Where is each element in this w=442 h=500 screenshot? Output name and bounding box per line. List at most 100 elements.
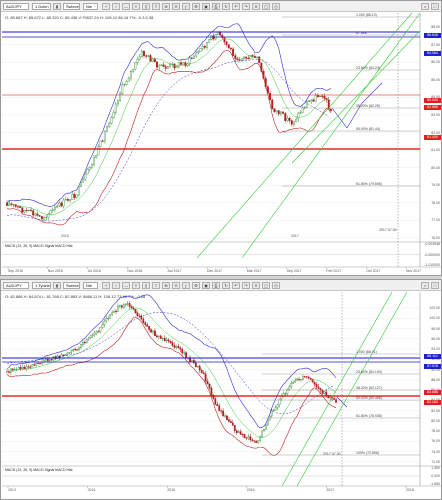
candle-body	[83, 342, 86, 344]
candle-body	[99, 327, 102, 332]
candle-body	[72, 349, 75, 352]
price-chart-weekly[interactable]	[2, 292, 442, 499]
text-tool-icon[interactable]: T	[152, 3, 160, 10]
price-chart-daily[interactable]	[2, 13, 442, 275]
candle-body	[110, 117, 113, 124]
date-marker-label: 2017.07.30	[379, 228, 397, 232]
zoom-out-icon[interactable]: ⊖	[172, 282, 180, 289]
candle-body	[64, 354, 67, 356]
chart-mode-select[interactable]: Świece	[63, 282, 80, 289]
candle-body	[206, 380, 209, 385]
channel-icon[interactable]: ∥	[142, 282, 150, 289]
symbol-select[interactable]: AUDJPY	[3, 282, 29, 289]
view-select[interactable]: Nie	[83, 282, 98, 289]
redo-icon[interactable]: ↷	[242, 282, 250, 289]
fib-level-label: 23.60% (84.23)	[356, 66, 380, 70]
timeframe-select[interactable]: 1 Tydzień	[32, 282, 51, 289]
candle-body	[27, 209, 30, 211]
print-icon[interactable]: ⎙	[212, 282, 220, 289]
candle-body	[82, 342, 84, 345]
candle-body	[50, 359, 53, 361]
channel-line	[241, 13, 421, 259]
price-tag: 82.263	[424, 400, 441, 405]
lock-icon[interactable]: ▢	[262, 3, 270, 10]
close-icon[interactable]: ×	[421, 282, 429, 289]
candle-body	[181, 349, 184, 354]
fibonacci-icon[interactable]: ≡	[132, 282, 140, 289]
undo-icon[interactable]: ↶	[232, 3, 240, 10]
candle-body	[90, 164, 93, 168]
trendline-icon[interactable]: /	[112, 282, 120, 289]
candle-body	[229, 47, 232, 50]
candle-body	[45, 217, 48, 219]
horizontal-line-icon[interactable]: —	[122, 3, 130, 10]
chart-mode-select[interactable]: Świece	[63, 3, 80, 10]
time-axis-label: Jul 2016	[87, 269, 101, 273]
candle-body	[143, 50, 145, 56]
candle-body	[234, 55, 237, 59]
refresh-icon[interactable]: ↻	[222, 3, 230, 10]
settings-icon[interactable]: ⚙	[192, 282, 200, 289]
macd-axis-label: 0.000	[431, 474, 440, 478]
alarm-icon[interactable]: ◷	[272, 282, 280, 289]
price-tag: 83.000	[424, 98, 441, 103]
lock-icon[interactable]: ▢	[262, 282, 270, 289]
delete-icon[interactable]: ✕	[252, 3, 260, 10]
close-icon[interactable]: ×	[421, 3, 429, 10]
crosshair-icon[interactable]: +	[102, 3, 110, 10]
candle-body	[277, 110, 280, 115]
candle-body	[19, 367, 22, 369]
candle-body	[49, 210, 52, 215]
candle-body	[47, 213, 50, 218]
maximize-icon[interactable]: □	[431, 282, 439, 289]
zoom-in-icon[interactable]: ⊕	[162, 3, 170, 10]
indicator-icon[interactable]: ƒ	[182, 282, 190, 289]
candle-body	[222, 410, 224, 417]
settings-icon[interactable]: ⚙	[192, 3, 200, 10]
candle-body	[82, 178, 85, 183]
view-select[interactable]: Nie	[83, 3, 98, 10]
alarm-icon[interactable]: ◷	[272, 3, 280, 10]
fib-level-label: 1.000 (88.10)	[356, 13, 377, 17]
candle-body	[293, 121, 295, 125]
fib-level-label: 38.20% (82.127)	[356, 386, 382, 390]
time-axis-label: 2015	[167, 488, 175, 492]
save-icon[interactable]: ▣	[202, 282, 210, 289]
refresh-icon[interactable]: ↻	[222, 282, 230, 289]
symbol-select[interactable]: AUDJPY	[3, 3, 29, 10]
text-tool-icon[interactable]: T	[152, 282, 160, 289]
undo-icon[interactable]: ↶	[232, 282, 240, 289]
candle-body	[152, 330, 154, 333]
candle-body	[266, 86, 269, 94]
chart-toolbar: AUDJPY 1 Dzień ▮ Świece Nie + / — ≡ ∥ T …	[1, 1, 441, 12]
candle-body	[17, 367, 20, 370]
candle-body	[66, 199, 69, 201]
candle-body	[259, 436, 261, 441]
save-icon[interactable]: ▣	[202, 3, 210, 10]
candle-body	[169, 341, 172, 343]
fibonacci-icon[interactable]: ≡	[132, 3, 140, 10]
candle-body	[247, 58, 250, 60]
timeframe-select[interactable]: 1 Dzień	[32, 3, 51, 10]
chart-type-icon[interactable]: ▮	[53, 282, 61, 289]
print-icon[interactable]: ⎙	[212, 3, 220, 10]
time-axis-label: Jun 2017	[167, 269, 182, 273]
trendline-icon[interactable]: /	[112, 3, 120, 10]
candle-body	[175, 66, 178, 69]
zoom-in-icon[interactable]: ⊕	[162, 282, 170, 289]
channel-icon[interactable]: ∥	[142, 3, 150, 10]
candle-body	[210, 35, 213, 40]
candle-body	[123, 84, 126, 86]
candle-body	[78, 347, 80, 351]
time-axis-label: Nov 2017	[406, 269, 421, 273]
indicator-icon[interactable]: ƒ	[182, 3, 190, 10]
redo-icon[interactable]: ↷	[242, 3, 250, 10]
crosshair-icon[interactable]: +	[102, 282, 110, 289]
maximize-icon[interactable]: □	[431, 3, 439, 10]
zoom-out-icon[interactable]: ⊖	[172, 3, 180, 10]
candle-body	[251, 439, 254, 441]
chart-type-icon[interactable]: ▮	[53, 3, 61, 10]
horizontal-line-icon[interactable]: —	[122, 282, 130, 289]
delete-icon[interactable]: ✕	[252, 282, 260, 289]
candle-body	[249, 436, 252, 440]
